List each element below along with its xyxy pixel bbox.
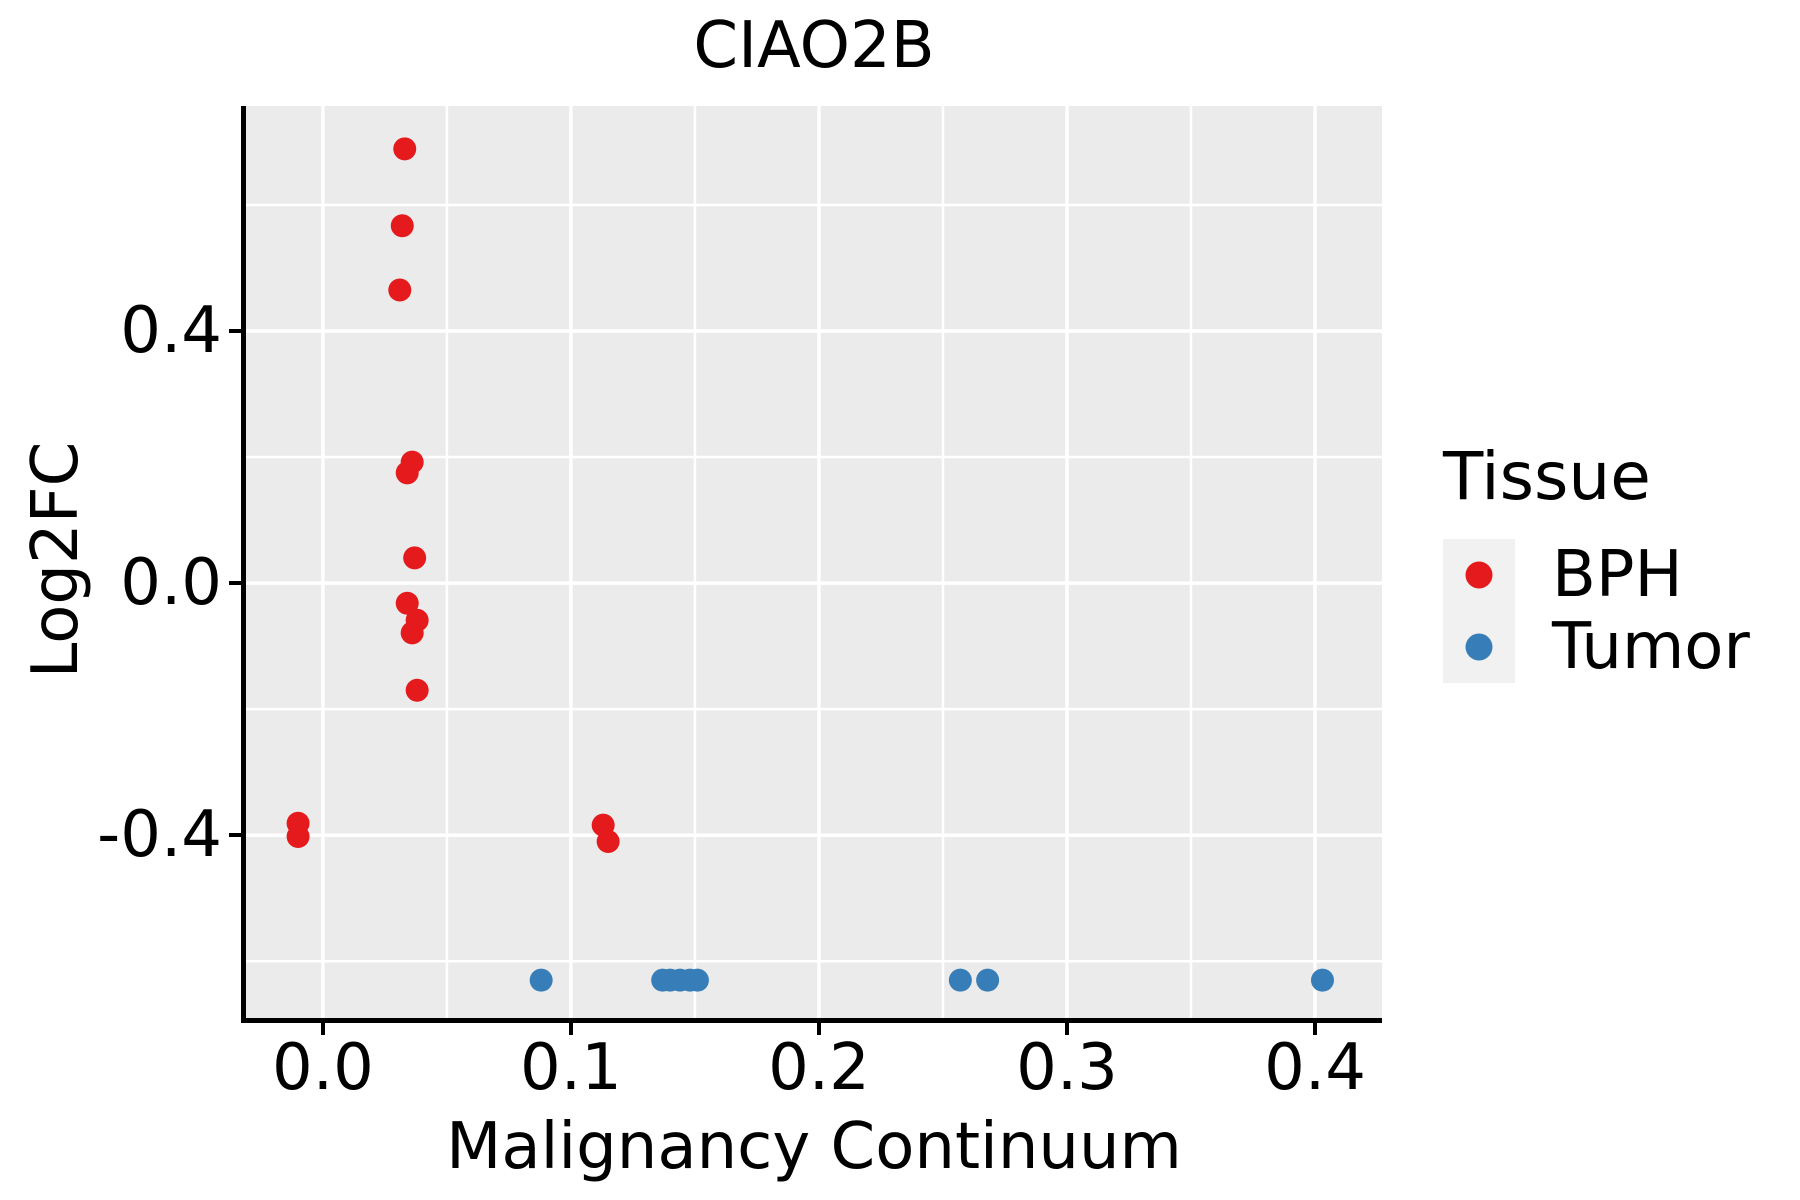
data-point-bph [395, 591, 419, 615]
y-tick-label: -0.4 [97, 798, 222, 873]
x-tick-label: 0.4 [1264, 1031, 1366, 1105]
legend-label: BPH [1552, 538, 1683, 612]
legend-entry-bph: BPH [1443, 539, 1750, 611]
data-point-bph [405, 678, 429, 702]
legend-entry-tumor: Tumor [1443, 611, 1750, 683]
y-tick-mark [229, 581, 241, 586]
data-point-bph [393, 137, 417, 161]
data-point-bph [286, 824, 310, 848]
y-axis-line [241, 106, 246, 1023]
legend-key-dot-tumor-icon [1465, 633, 1493, 661]
data-point-tumor [948, 968, 972, 992]
data-point-bph [388, 278, 412, 302]
legend-key [1443, 539, 1515, 611]
x-tick-mark [1313, 1023, 1318, 1035]
data-point-tumor [685, 968, 709, 992]
x-axis-label: Malignancy Continuum [446, 1110, 1182, 1184]
x-tick-mark [320, 1023, 325, 1035]
legend-key [1443, 611, 1515, 683]
y-tick-mark [229, 329, 241, 333]
y-tick-label: 0.4 [120, 294, 222, 368]
x-tick-label: 0.3 [1016, 1031, 1118, 1105]
chart-title: CIAO2B [693, 9, 935, 83]
x-tick-mark [568, 1023, 573, 1035]
legend-title: Tissue [1443, 438, 1651, 515]
data-point-bph [390, 214, 414, 238]
legend-label: Tumor [1552, 610, 1750, 684]
legend-keys: BPH Tumor [1443, 539, 1750, 683]
data-point-tumor [976, 968, 1000, 992]
data-point-tumor [1310, 968, 1334, 992]
x-tick-label: 0.1 [520, 1031, 622, 1105]
data-point-tumor [529, 968, 553, 992]
data-point-bph [596, 830, 620, 854]
x-tick-mark [1064, 1023, 1069, 1035]
y-tick-label: 0.0 [120, 546, 222, 621]
data-point-bph [395, 461, 419, 485]
x-tick-label: 0.2 [768, 1031, 870, 1105]
legend: Tissue BPH Tumor [1443, 444, 1750, 683]
data-point-bph [400, 621, 424, 645]
data-point-bph [403, 546, 427, 570]
plot-canvas [246, 106, 1382, 1018]
y-axis-label-text: Log2FC [19, 441, 93, 679]
legend-key-dot-bph-icon [1465, 561, 1493, 589]
plot-panel [246, 106, 1382, 1018]
x-axis-line [241, 1018, 1382, 1023]
x-tick-label: 0.0 [272, 1031, 374, 1105]
y-tick-mark [229, 833, 241, 838]
x-tick-mark [816, 1023, 821, 1035]
